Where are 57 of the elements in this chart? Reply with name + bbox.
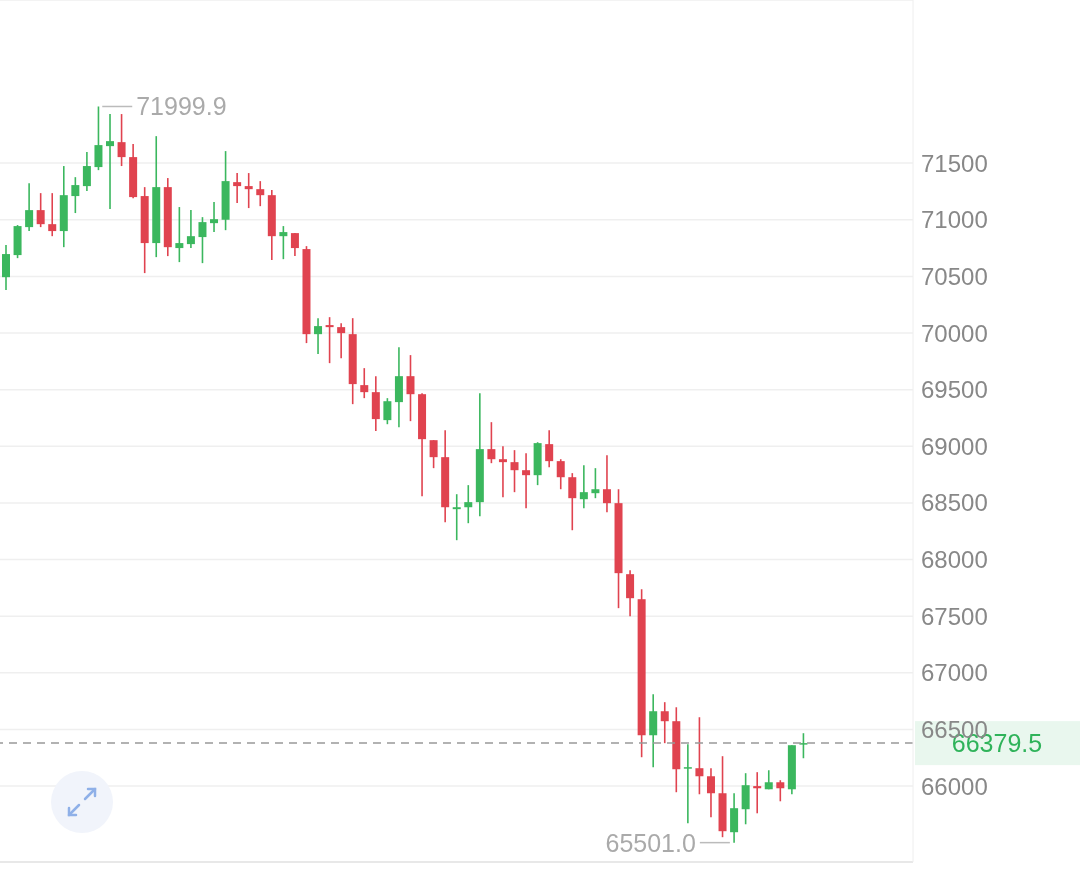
candlestick: [522, 452, 531, 509]
candlestick: [360, 367, 369, 399]
y-tick-label: 69500: [921, 376, 988, 404]
candlestick: [706, 767, 715, 819]
candlestick: [48, 192, 57, 237]
candlestick: [683, 743, 692, 825]
y-tick-label: 70000: [921, 319, 988, 347]
candlestick: [799, 732, 808, 760]
candlestick: [279, 225, 288, 260]
candlestick: [556, 458, 565, 491]
y-tick-label: 67000: [921, 659, 988, 687]
y-tick-label: 66000: [921, 772, 988, 800]
y-tick-label: 70500: [921, 262, 988, 290]
candlestick: [325, 316, 334, 364]
candlestick: [753, 771, 762, 815]
candlestick: [579, 464, 588, 509]
annotation: 71999.9: [136, 92, 227, 121]
candlestick: [82, 151, 91, 192]
candlestick: [186, 209, 195, 249]
candlestick: [429, 439, 438, 469]
candlestick: [2, 244, 10, 291]
candlestick: [487, 421, 496, 464]
candlestick: [452, 493, 461, 541]
candlestick: [464, 484, 473, 524]
y-tick-label: 67500: [921, 602, 988, 630]
candlestick: [290, 232, 299, 257]
candlestick: [175, 206, 184, 263]
candlestick: [498, 445, 507, 498]
candlestick: [94, 105, 103, 171]
candlestick: [106, 113, 115, 210]
candlestick: [602, 454, 611, 514]
candlestick: [591, 467, 600, 499]
candlestick: [314, 317, 323, 355]
candlestick: [36, 192, 45, 228]
y-tick-label: 71500: [921, 149, 988, 177]
candlestick: [545, 429, 554, 468]
candlestick: [244, 172, 253, 209]
candlestick: [776, 779, 785, 803]
candlestick: [256, 180, 265, 207]
candlestick: [660, 701, 669, 744]
candlestick: [510, 449, 519, 493]
y-tick-label: 69000: [921, 432, 988, 460]
y-tick-label: 68000: [921, 546, 988, 574]
y-tick-label: 71000: [921, 206, 988, 234]
y-tick-label: 68500: [921, 489, 988, 517]
candlestick: [71, 176, 80, 214]
annotation: 65501.0: [605, 828, 696, 857]
candlestick: [695, 716, 704, 796]
candlestick: [198, 216, 207, 264]
candlestick: [25, 182, 34, 232]
candlestick: [406, 354, 415, 422]
candlestick: [117, 113, 126, 167]
candlestick: [337, 322, 346, 359]
candlestick: [210, 201, 219, 233]
candlestick: [233, 172, 242, 204]
candlestick: [383, 397, 392, 425]
candlestick: [568, 472, 577, 532]
